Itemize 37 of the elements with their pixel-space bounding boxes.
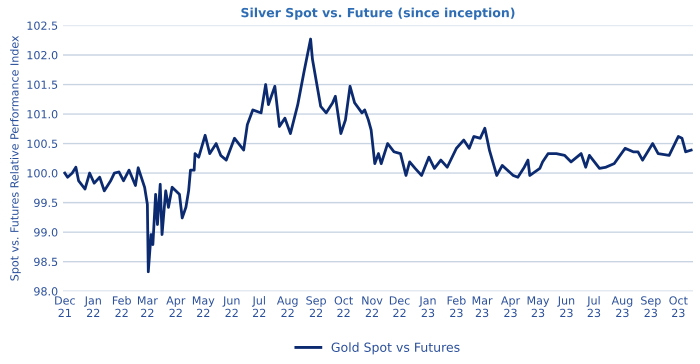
y-tick-label: 100.5 xyxy=(28,140,58,148)
x-tick-label: Jun 22 xyxy=(222,296,240,317)
x-tick-label: Mar 23 xyxy=(472,296,493,318)
x-tick-label: Jun 23 xyxy=(557,296,574,318)
x-tick-label: Oct 23 xyxy=(669,296,688,318)
y-tick-label: 101.0 xyxy=(28,110,58,118)
y-tick-label: 98.5 xyxy=(34,258,58,266)
y-tick-label: 100.0 xyxy=(28,169,58,178)
x-tick-label: Aug 22 xyxy=(276,296,298,317)
y-tick-label: 99.0 xyxy=(34,228,58,237)
y-tick-label: 102.5 xyxy=(28,21,58,30)
x-tick-label: Sep 22 xyxy=(306,296,326,317)
x-tick-label: May 23 xyxy=(528,296,550,318)
x-tick-label: Jul 22 xyxy=(252,296,266,317)
x-tick-label: Jan 22 xyxy=(84,296,101,317)
x-tick-label: Oct 22 xyxy=(334,296,353,317)
x-tick-label: Dec 21 xyxy=(55,296,75,317)
y-tick-label: 98.0 xyxy=(34,287,58,296)
y-tick-label: 102.0 xyxy=(28,50,58,60)
y-tick-label: 101.5 xyxy=(28,80,58,89)
x-tick-label: Feb 22 xyxy=(112,296,131,317)
x-tick-label: Jul 23 xyxy=(586,296,600,318)
x-tick-label: Mar 22 xyxy=(138,296,158,317)
legend-label: Gold Spot vs Futures xyxy=(332,342,460,354)
x-tick-label: Dec 22 xyxy=(390,296,410,317)
x-tick-label: Sep 23 xyxy=(641,296,661,318)
x-tick-label: May 22 xyxy=(192,296,214,317)
x-tick-label: Feb 23 xyxy=(448,296,466,318)
x-tick-label: Jan 23 xyxy=(418,296,436,318)
y-tick-label: 99.5 xyxy=(34,198,58,208)
x-tick-label: Apr 23 xyxy=(500,296,520,318)
line-series xyxy=(63,38,693,274)
x-tick-label: Apr 22 xyxy=(166,296,186,317)
y-axis-title: Spot vs. Futures Relative Performance Index xyxy=(10,36,21,280)
x-tick-label: Aug 23 xyxy=(612,296,632,318)
x-tick-label: Nov 22 xyxy=(362,296,383,317)
chart-title: Silver Spot vs. Future (since inception) xyxy=(241,8,514,20)
